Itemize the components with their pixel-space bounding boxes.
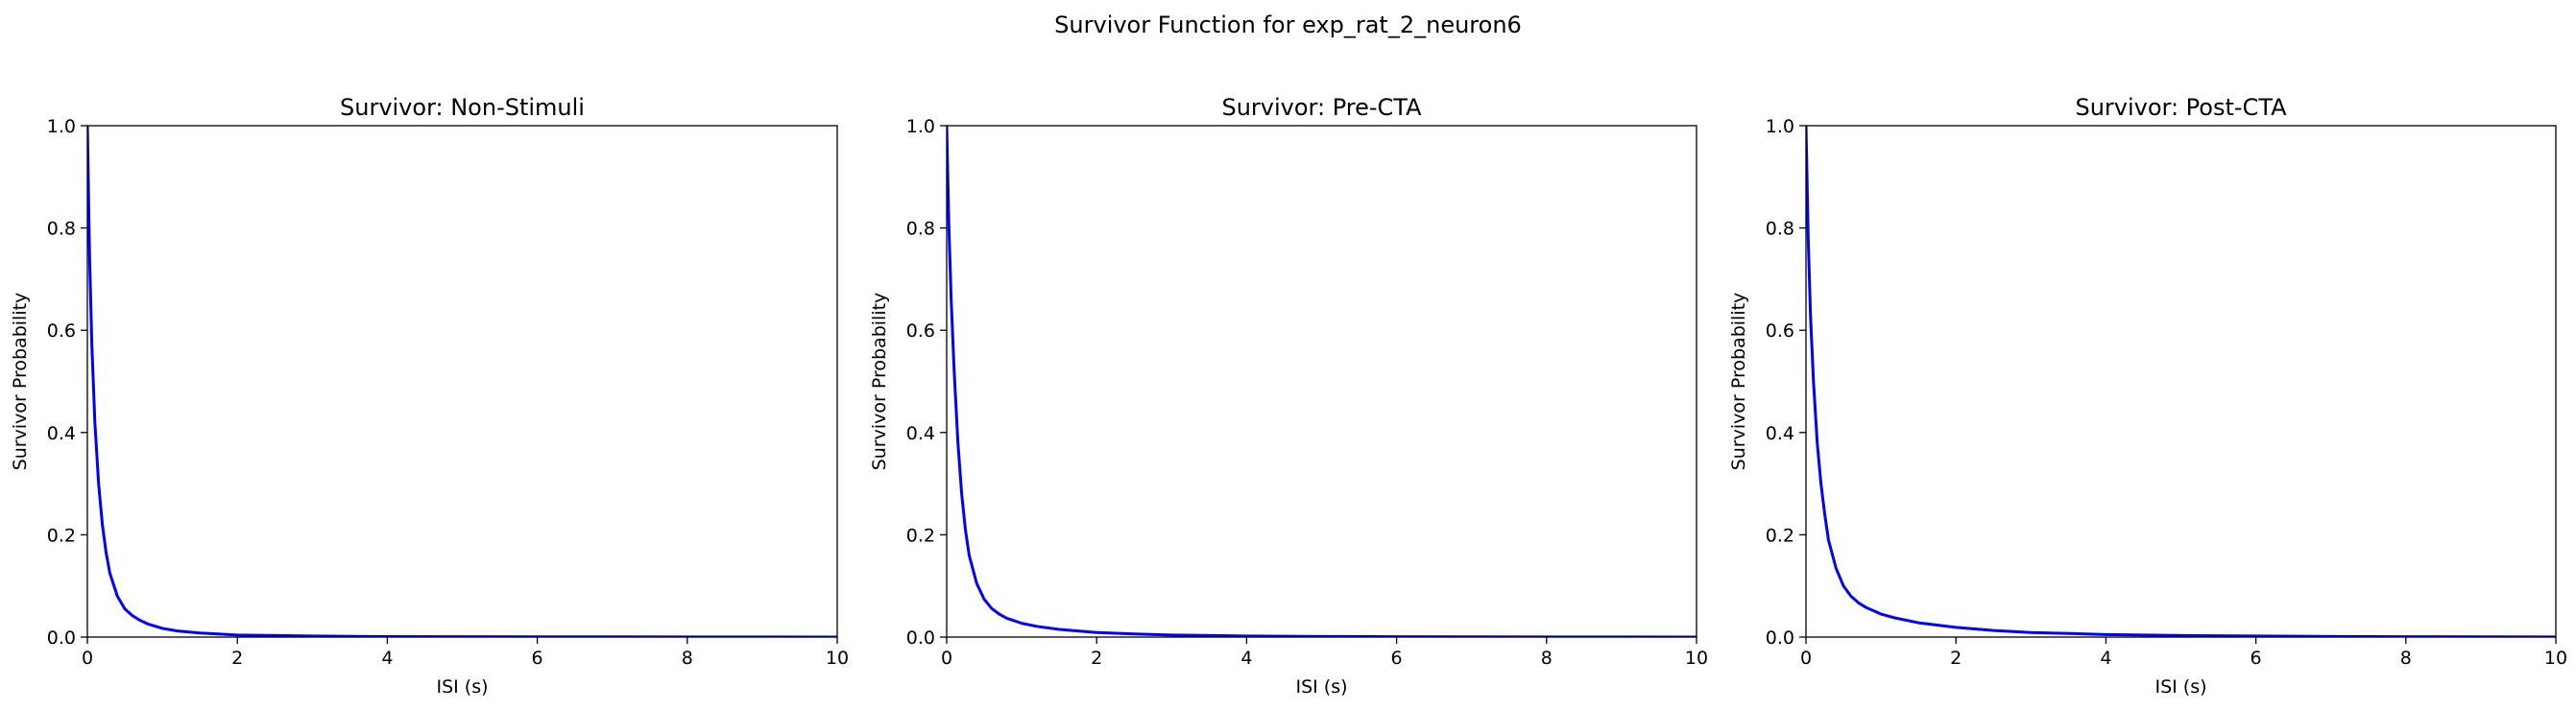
y-tick-label: 0.6 xyxy=(906,320,935,342)
x-tick-label: 4 xyxy=(2100,648,2111,669)
subplot-title: Survivor: Non-Stimuli xyxy=(340,94,585,121)
axes-frame xyxy=(1805,125,2557,638)
x-tick-label: 8 xyxy=(682,648,693,669)
y-tick-label: 0.2 xyxy=(906,525,935,546)
y-tick-label: 0.2 xyxy=(1766,525,1794,546)
x-tick-label: 0 xyxy=(941,648,952,669)
series-line-1 xyxy=(1806,125,2556,637)
x-tick-label: 6 xyxy=(2251,648,2262,669)
y-tick-label: 1.0 xyxy=(1766,116,1794,137)
x-tick-label: 2 xyxy=(1950,648,1962,669)
y-tick-label: 0.4 xyxy=(906,423,935,444)
x-tick-label: 10 xyxy=(1685,648,1708,669)
y-axis-label: Survivor Probability xyxy=(10,293,31,471)
axes-frame xyxy=(946,125,1697,638)
x-tick-label: 6 xyxy=(532,648,543,669)
y-tick-label: 0.4 xyxy=(47,423,76,444)
x-axis-label: ISI (s) xyxy=(436,676,488,698)
x-tick-label: 8 xyxy=(1541,648,1553,669)
subplot-3: Survivor: Post-CTA 0 2 4 6 8 10 0.0 0.2 0.4 0.6 0.8… xyxy=(1728,94,2567,698)
x-tick-label: 0 xyxy=(82,648,93,669)
series-line-1 xyxy=(947,125,1697,637)
y-tick-label: 0.6 xyxy=(1766,320,1794,342)
x-tick-label: 4 xyxy=(381,648,393,669)
series-line-1 xyxy=(87,125,837,637)
y-tick-label: 0.8 xyxy=(906,219,935,240)
axes-frame xyxy=(86,125,838,638)
figure-title: Survivor Function for exp_rat_2_neuron6 xyxy=(1054,12,1522,38)
subplot-title: Survivor: Pre-CTA xyxy=(1221,94,1422,121)
x-axis-label: ISI (s) xyxy=(1295,676,1347,698)
x-tick-label: 8 xyxy=(2400,648,2412,669)
x-tick-label: 0 xyxy=(1800,648,1812,669)
y-axis-label: Survivor Probability xyxy=(1728,293,1749,471)
y-tick-label: 0.2 xyxy=(47,525,76,546)
y-axis-label: Survivor Probability xyxy=(869,293,890,471)
subplot-title: Survivor: Post-CTA xyxy=(2075,94,2287,121)
x-tick-label: 2 xyxy=(231,648,243,669)
y-tick-label: 0.8 xyxy=(47,219,76,240)
y-tick-label: 1.0 xyxy=(906,116,935,137)
y-tick-label: 0.0 xyxy=(906,627,935,649)
y-tick-label: 0.6 xyxy=(47,320,76,342)
y-tick-label: 1.0 xyxy=(47,116,76,137)
x-tick-label: 6 xyxy=(1391,648,1403,669)
y-tick-label: 0.8 xyxy=(1766,219,1794,240)
subplot-1: Survivor: Non-Stimuli 0 2 4 6 8 10 0.0 0.2 0.4 0.6… xyxy=(10,94,849,698)
y-tick-label: 0.4 xyxy=(1766,423,1794,444)
x-tick-label: 10 xyxy=(826,648,849,669)
y-tick-label: 0.0 xyxy=(1766,627,1794,649)
y-tick-label: 0.0 xyxy=(47,627,76,649)
x-tick-label: 10 xyxy=(2544,648,2567,669)
x-tick-label: 4 xyxy=(1240,648,1252,669)
x-axis-label: ISI (s) xyxy=(2155,676,2206,698)
subplot-2: Survivor: Pre-CTA 0 2 4 6 8 10 0.0 0.2 0.4 0.6 0.8 1… xyxy=(869,94,1708,698)
x-tick-label: 2 xyxy=(1091,648,1102,669)
